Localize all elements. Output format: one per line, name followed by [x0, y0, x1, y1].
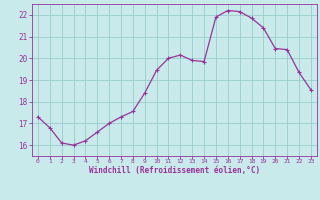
X-axis label: Windchill (Refroidissement éolien,°C): Windchill (Refroidissement éolien,°C) — [89, 166, 260, 175]
